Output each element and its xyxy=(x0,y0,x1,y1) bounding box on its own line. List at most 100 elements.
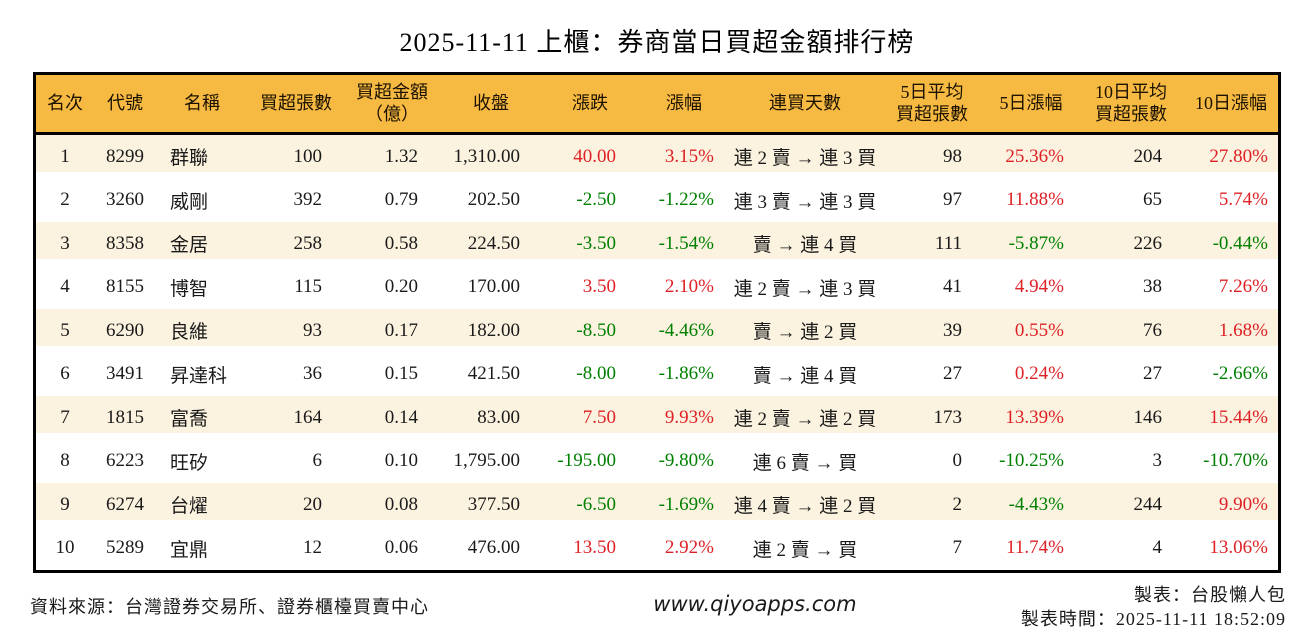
cell-change_pct: 2.10% xyxy=(664,276,714,298)
cell-avg10_vol: 204 xyxy=(1133,145,1163,167)
cell-rank: 6 xyxy=(60,363,70,385)
cell-avg10_vol: 27 xyxy=(1143,363,1162,385)
header-name: 名稱 xyxy=(184,92,220,113)
cell-change: 3.50 xyxy=(582,276,616,298)
cell-net_buy_vol: 20 xyxy=(303,493,322,515)
header-pct10: 10日漲幅 xyxy=(1195,92,1267,113)
cell-close: 377.50 xyxy=(467,493,520,515)
cell-change: 40.00 xyxy=(573,145,616,167)
cell-close: 182.00 xyxy=(467,319,520,341)
cell-close: 202.50 xyxy=(467,189,520,211)
cell-close: 83.00 xyxy=(477,406,520,428)
cell-streak: 連 2 賣 → 買 xyxy=(752,539,858,561)
cell-pct10: 13.06% xyxy=(1209,537,1268,559)
cell-net_buy_vol: 164 xyxy=(293,406,323,428)
cell-pct5: 4.94% xyxy=(1014,276,1064,298)
cell-net_buy_vol: 36 xyxy=(303,363,322,385)
cell-rank: 4 xyxy=(60,276,70,298)
cell-close: 170.00 xyxy=(467,276,520,298)
page-title: 2025-11-11 上櫃：券商當日買超金額排行榜 xyxy=(399,28,915,57)
cell-net_buy_amt: 0.08 xyxy=(384,493,418,515)
credit-block: 製表：台股懶人包 製表時間：2025-11-11 18:52:09 xyxy=(1021,583,1286,632)
cell-net_buy_vol: 258 xyxy=(293,232,323,254)
cell-net_buy_vol: 93 xyxy=(303,319,322,341)
cell-close: 421.50 xyxy=(467,363,520,385)
table-header-row: 名次 代號 名稱 買超張數 買超金額 （億） 收盤 漲跌 漲幅 連買天數 5日平均 買超張數 5日漲幅 1… xyxy=(36,75,1278,135)
cell-net_buy_amt: 0.17 xyxy=(384,319,418,341)
header-rank: 名次 xyxy=(47,92,83,113)
cell-change_pct: -4.46% xyxy=(658,319,714,341)
header-pct5: 5日漲幅 xyxy=(999,92,1063,113)
cell-name: 宜鼎 xyxy=(170,539,209,561)
cell-avg5_vol: 97 xyxy=(943,189,962,211)
cell-net_buy_vol: 115 xyxy=(294,276,322,298)
cell-pct5: 13.39% xyxy=(1005,406,1064,428)
cell-avg10_vol: 3 xyxy=(1152,450,1163,472)
table-body: 1 8299 群聯 100 1.32 1,310.00 40.00 3.15% 連 2 賣 → … xyxy=(36,135,1278,570)
cell-code: 6274 xyxy=(106,493,144,515)
cell-avg10_vol: 65 xyxy=(1143,189,1162,211)
cell-streak: 連 6 賣 → 買 xyxy=(752,452,858,474)
footer: 資料來源：台灣證券交易所、證券櫃檯買賣中心 www.qiyoapps.com 製… xyxy=(30,585,1286,632)
cell-avg10_vol: 244 xyxy=(1133,493,1163,515)
cell-net_buy_amt: 0.15 xyxy=(384,363,418,385)
cell-net_buy_amt: 0.14 xyxy=(384,406,418,428)
cell-name: 台燿 xyxy=(170,496,209,518)
cell-name: 群聯 xyxy=(170,148,209,170)
cell-change_pct: 3.15% xyxy=(664,145,714,167)
cell-name: 昇達科 xyxy=(170,365,228,387)
cell-pct5: 25.36% xyxy=(1005,145,1064,167)
table-row: 1 8299 群聯 100 1.32 1,310.00 40.00 3.15% 連 2 賣 → … xyxy=(36,135,1278,179)
cell-code: 8299 xyxy=(106,145,144,167)
table-row: 4 8155 博智 115 0.20 170.00 3.50 2.10% 連 2 賣 → 連 3… xyxy=(36,265,1278,309)
cell-rank: 9 xyxy=(60,493,70,515)
cell-pct10: 1.68% xyxy=(1218,319,1268,341)
cell-streak: 賣 → 連 2 買 xyxy=(752,322,858,344)
cell-streak: 連 2 賣 → 連 3 買 xyxy=(733,148,877,170)
cell-rank: 2 xyxy=(60,189,70,211)
table-row: 3 8358 金居 258 0.58 224.50 -3.50 -1.54% 賣 → 連 4 買… xyxy=(36,222,1278,266)
cell-code: 5289 xyxy=(106,537,144,559)
table-row: 7 1815 富喬 164 0.14 83.00 7.50 9.93% 連 2 賣 → 連 2 … xyxy=(36,396,1278,440)
cell-name: 金居 xyxy=(170,235,209,257)
cell-streak: 賣 → 連 4 買 xyxy=(752,235,858,257)
cell-pct10: 7.26% xyxy=(1218,276,1268,298)
cell-streak: 賣 → 連 4 買 xyxy=(752,365,858,387)
cell-close: 476.00 xyxy=(467,537,520,559)
cell-code: 8358 xyxy=(106,232,144,254)
cell-streak: 連 4 賣 → 連 2 買 xyxy=(733,496,877,518)
cell-net_buy_amt: 1.32 xyxy=(384,145,418,167)
cell-avg10_vol: 4 xyxy=(1152,537,1163,559)
ranking-table: 名次 代號 名稱 買超張數 買超金額 （億） 收盤 漲跌 漲幅 連買天數 5日平均 買超張數 5日漲幅 1… xyxy=(33,72,1281,573)
cell-rank: 10 xyxy=(55,537,75,559)
credit-author: 製表：台股懶人包 xyxy=(1133,585,1286,605)
cell-avg10_vol: 226 xyxy=(1133,232,1163,254)
cell-change: 13.50 xyxy=(573,537,616,559)
cell-change_pct: -1.54% xyxy=(658,232,714,254)
cell-change_pct: -1.86% xyxy=(658,363,714,385)
cell-pct10: -0.44% xyxy=(1212,232,1268,254)
cell-streak: 連 2 賣 → 連 3 買 xyxy=(733,278,877,300)
cell-avg10_vol: 38 xyxy=(1143,276,1162,298)
header-net_buy_amt: 買超金額 （億） xyxy=(356,81,428,124)
cell-close: 1,310.00 xyxy=(453,145,521,167)
cell-change_pct: -1.69% xyxy=(658,493,714,515)
cell-code: 1815 xyxy=(106,406,144,428)
cell-avg10_vol: 146 xyxy=(1133,406,1163,428)
cell-pct5: -10.25% xyxy=(999,450,1064,472)
cell-change_pct: 2.92% xyxy=(664,537,714,559)
cell-avg5_vol: 2 xyxy=(952,493,963,515)
cell-net_buy_amt: 0.06 xyxy=(384,537,418,559)
cell-close: 224.50 xyxy=(467,232,520,254)
header-close: 收盤 xyxy=(473,92,509,113)
website-link[interactable]: www.qiyoapps.com xyxy=(653,592,857,616)
cell-net_buy_vol: 6 xyxy=(312,450,323,472)
cell-avg5_vol: 39 xyxy=(943,319,962,341)
cell-pct10: -2.66% xyxy=(1212,363,1268,385)
cell-net_buy_amt: 0.20 xyxy=(384,276,418,298)
cell-change: -2.50 xyxy=(576,189,616,211)
header-code: 代號 xyxy=(107,92,143,113)
cell-change_pct: -9.80% xyxy=(658,450,714,472)
cell-code: 6290 xyxy=(106,319,144,341)
cell-streak: 連 2 賣 → 連 2 買 xyxy=(733,409,877,431)
